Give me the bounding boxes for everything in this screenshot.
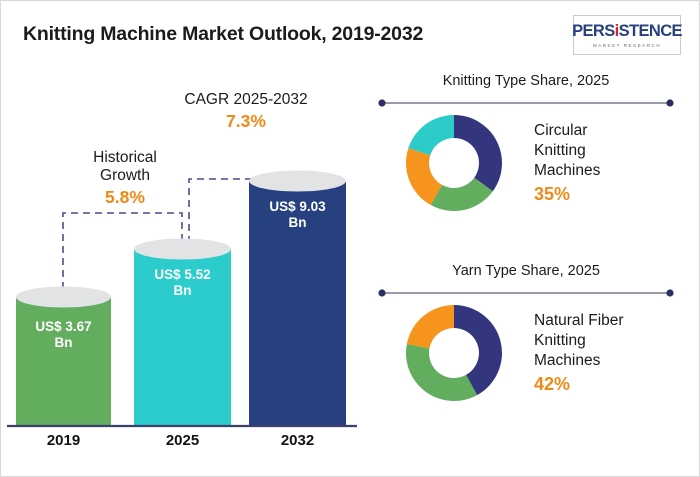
- bar-2032: [249, 170, 346, 425]
- donut-legend-knitting-type: Circular Knitting Machines 35%: [534, 121, 684, 207]
- donut-legend-value: 35%: [534, 184, 571, 205]
- bar-2025: [134, 238, 231, 425]
- donut-legend-value: 42%: [534, 374, 571, 395]
- historical-growth-title-line2: Growth: [100, 166, 150, 184]
- donut-segment-teal: [408, 115, 454, 156]
- donut-title-yarn-type: Yarn Type Share, 2025: [452, 263, 600, 279]
- donut-legend-line2: Knitting: [534, 332, 586, 350]
- donut-segment-green: [405, 344, 478, 401]
- historical-growth-connector: [62, 212, 183, 301]
- logo-wordmark: PERSiSTENCE: [572, 23, 682, 40]
- historical-growth-title-line1: Historical: [93, 149, 157, 166]
- donut-rule-yarn-type: [378, 289, 674, 297]
- bar-chart-svg: [7, 170, 357, 428]
- cagr-title: CAGR 2025-2032: [184, 91, 308, 108]
- x-tick-2032: 2032: [280, 432, 315, 449]
- donut-legend-line3: Machines: [534, 352, 601, 370]
- donut-legend-line1: Natural Fiber: [534, 312, 624, 329]
- logo-word-i: i: [614, 22, 620, 41]
- donut-segment-green: [430, 177, 493, 211]
- donut-title-knitting-type: Knitting Type Share, 2025: [442, 73, 610, 89]
- bar-2019: [16, 286, 111, 425]
- donut-block-yarn-type: Yarn Type Share, 2025 Natural Fiber Knit…: [366, 263, 686, 453]
- bar-chart-panel: US$ 3.67 Bn US$ 5.52 Bn US$ 9.03 Bn 2019…: [1, 71, 361, 471]
- donut-chart-yarn-type: [405, 305, 502, 401]
- logo-subtitle: MARKET RESEARCH: [592, 42, 662, 48]
- donut-segment-navy: [454, 305, 502, 396]
- cagr-value: 7.3%: [226, 110, 266, 131]
- annotation-cagr: CAGR 2025-2032 7.3%: [161, 91, 331, 131]
- annotation-historical-growth: Historical Growth 5.8%: [63, 149, 187, 207]
- donut-legend-yarn-type: Natural Fiber Knitting Machines 42%: [534, 311, 686, 397]
- donut-segment-navy: [454, 115, 502, 192]
- donut-block-knitting-type: Knitting Type Share, 2025 Circular Knitt…: [366, 73, 686, 263]
- brand-logo: PERSiSTENCE MARKET RESEARCH: [572, 15, 683, 55]
- donut-legend-line2: Knitting: [534, 142, 586, 160]
- historical-growth-value: 5.8%: [105, 186, 145, 207]
- donut-legend-line1: Circular: [534, 122, 588, 139]
- x-tick-2025: 2025: [165, 432, 200, 449]
- donut-legend-line3: Machines: [534, 162, 601, 180]
- donut-chart-knitting-type: [406, 115, 502, 211]
- donut-rule-knitting-type: [378, 99, 674, 107]
- x-tick-2019: 2019: [46, 432, 81, 449]
- page-title: Knitting Machine Market Outlook, 2019-20…: [23, 23, 424, 45]
- donut-segment-orange: [406, 305, 454, 349]
- logo-word-part1: PERS: [572, 22, 615, 41]
- logo-word-part2: STENCE: [618, 22, 683, 41]
- donut-segment-orange: [406, 148, 442, 206]
